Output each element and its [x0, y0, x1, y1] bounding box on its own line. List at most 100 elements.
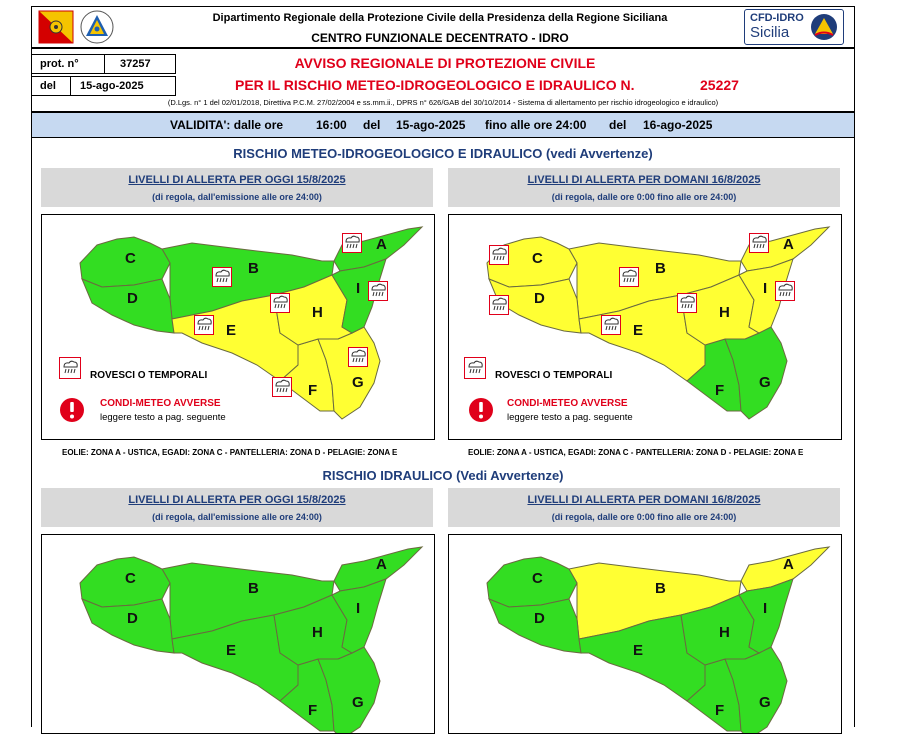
validity-del-1: del	[363, 118, 381, 132]
department-title: Dipartimento Regionale della Protezione …	[212, 12, 668, 24]
zone-label-f: F	[308, 382, 317, 399]
storm-zone-icon-h	[270, 293, 290, 313]
zone-label-f: F	[715, 382, 724, 399]
storm-zone-icon-b	[212, 267, 232, 287]
zone-i	[738, 578, 794, 654]
hydro-tomorrow-title: LIVELLI DI ALLERTA PER DOMANI 16/8/2025	[527, 494, 761, 506]
storm-zone-icon-c	[489, 245, 509, 265]
validity-band	[31, 112, 855, 138]
meteo-tomorrow-map: A B C D E F G H I ROVESCI O TEMPORALI CONDI-METE…	[448, 214, 842, 440]
hydro-today-map-svg: A B C D E F G H I	[79, 546, 424, 733]
zone-label-e: E	[633, 322, 643, 339]
storm-zone-icon-d	[489, 295, 509, 315]
zone-label-e: E	[226, 322, 236, 339]
centre-title: CENTRO FUNZIONALE DECENTRATO - IDRO	[311, 31, 569, 45]
zone-label-f: F	[308, 702, 317, 719]
legend-adverse-label: CONDI-METEO AVVERSE	[507, 398, 628, 409]
storm-zone-icon-i	[368, 281, 388, 301]
storm-zone-icon-a	[342, 233, 362, 253]
legend-adverse-sub: leggere testo a pag. seguente	[507, 412, 633, 423]
prot-label: prot. n°	[40, 58, 79, 70]
cfd-emblem-icon	[811, 14, 837, 40]
validity-del-2: del	[609, 118, 627, 132]
zone-label-b: B	[655, 580, 666, 597]
validity-label: VALIDITA': dalle ore	[170, 118, 284, 132]
validity-until: fino alle ore 24:00	[485, 118, 587, 132]
validity-from-hour: 16:00	[316, 118, 347, 132]
cfd-idro-logo-line2: Sicilia	[750, 24, 790, 41]
del-value: 15-ago-2025	[80, 80, 144, 92]
hydro-tomorrow-map-svg: A B C D E F G H I	[486, 546, 831, 733]
zone-label-e: E	[226, 642, 236, 659]
zone-label-a: A	[783, 556, 794, 573]
meteo-tomorrow-map-svg: A B C D E F G H I	[486, 226, 831, 420]
zone-label-b: B	[248, 260, 259, 277]
zone-i	[738, 258, 794, 334]
cfd-idro-logo: CFD-IDRO Sicilia	[744, 9, 844, 45]
del-label: del	[40, 80, 56, 92]
validity-from-date: 15-ago-2025	[396, 118, 466, 132]
section-hydro-title: RISCHIO IDRAULICO (Vedi Avvertenze)	[322, 468, 564, 483]
storm-zone-icon-g	[348, 347, 368, 367]
zone-label-d: D	[127, 290, 138, 307]
zone-label-g: G	[759, 374, 771, 391]
prot-value: 37257	[120, 58, 151, 70]
zone-label-b: B	[248, 580, 259, 597]
storm-legend-icon	[59, 357, 81, 379]
islands-note-today: EOLIE: ZONA A - USTICA, EGADI: ZONA C - …	[62, 448, 398, 457]
bulletin-title-2: PER IL RISCHIO METEO-IDROGEOLOGICO E IDR…	[235, 77, 635, 93]
storm-zone-icon-a	[749, 233, 769, 253]
bulletin-number: 25227	[700, 77, 739, 93]
del-value-cell	[70, 76, 176, 96]
hydro-today-header: LIVELLI DI ALLERTA PER OGGI 15/8/2025 (d…	[41, 488, 433, 527]
section-meteo-title: RISCHIO METEO-IDROGEOLOGICO E IDRAULICO …	[233, 146, 653, 161]
zone-label-h: H	[719, 624, 730, 641]
zone-i	[331, 578, 387, 654]
zone-label-i: I	[763, 600, 767, 617]
zone-label-d: D	[127, 610, 138, 627]
meteo-tomorrow-title: LIVELLI DI ALLERTA PER DOMANI 16/8/2025	[527, 174, 761, 186]
zone-label-c: C	[532, 250, 543, 267]
storm-zone-icon-b	[619, 267, 639, 287]
hydro-tomorrow-header: LIVELLI DI ALLERTA PER DOMANI 16/8/2025 …	[448, 488, 840, 527]
meteo-today-map: A B C D E F G H I ROVESCI O TEMPORALI CONDI-METE…	[41, 214, 435, 440]
zone-label-g: G	[352, 374, 364, 391]
zone-label-g: G	[352, 694, 364, 711]
zone-label-f: F	[715, 702, 724, 719]
legend-storm-label: ROVESCI O TEMPORALI	[90, 370, 208, 381]
hydro-tomorrow-subtitle: (di regola, dalle ore 0:00 fino alle ore…	[551, 512, 737, 522]
hydro-tomorrow-map: A B C D E F G H I	[448, 534, 842, 734]
zone-label-c: C	[532, 570, 543, 587]
hydro-today-title: LIVELLI DI ALLERTA PER OGGI 15/8/2025	[128, 494, 346, 506]
storm-zone-icon-e	[194, 315, 214, 335]
hydro-today-subtitle: (di regola, dall'emissione alle ore 24:0…	[152, 512, 322, 522]
zone-i	[331, 258, 387, 334]
zone-label-d: D	[534, 610, 545, 627]
zone-label-d: D	[534, 290, 545, 307]
hydro-today-map: A B C D E F G H I	[41, 534, 435, 734]
zone-label-a: A	[783, 236, 794, 253]
storm-zone-icon-f	[272, 377, 292, 397]
zone-label-i: I	[763, 280, 767, 297]
legend-adverse-sub: leggere testo a pag. seguente	[100, 412, 226, 423]
zone-label-g: G	[759, 694, 771, 711]
adverse-weather-icon	[60, 398, 84, 422]
zone-label-h: H	[312, 304, 323, 321]
meteo-today-header: LIVELLI DI ALLERTA PER OGGI 15/8/2025 (d…	[41, 168, 433, 207]
meteo-today-title: LIVELLI DI ALLERTA PER OGGI 15/8/2025	[128, 174, 346, 186]
zone-label-a: A	[376, 556, 387, 573]
zone-label-i: I	[356, 280, 360, 297]
zone-label-h: H	[312, 624, 323, 641]
meteo-today-subtitle: (di regola, dall'emissione alle ore 24:0…	[152, 192, 322, 202]
storm-zone-icon-h	[677, 293, 697, 313]
meteo-today-map-svg: A B C D E F G H I	[79, 226, 424, 420]
regione-sicilia-emblem-icon	[38, 10, 74, 44]
legal-reference: (D.Lgs. n° 1 del 02/01/2018, Direttiva P…	[167, 98, 719, 107]
validity-to-date: 16-ago-2025	[643, 118, 713, 132]
zone-label-i: I	[356, 600, 360, 617]
zone-label-c: C	[125, 570, 136, 587]
storm-zone-icon-i	[775, 281, 795, 301]
storm-legend-icon	[464, 357, 486, 379]
islands-note-tomorrow: EOLIE: ZONA A - USTICA, EGADI: ZONA C - …	[468, 448, 804, 457]
legend-adverse-label: CONDI-METEO AVVERSE	[100, 398, 221, 409]
